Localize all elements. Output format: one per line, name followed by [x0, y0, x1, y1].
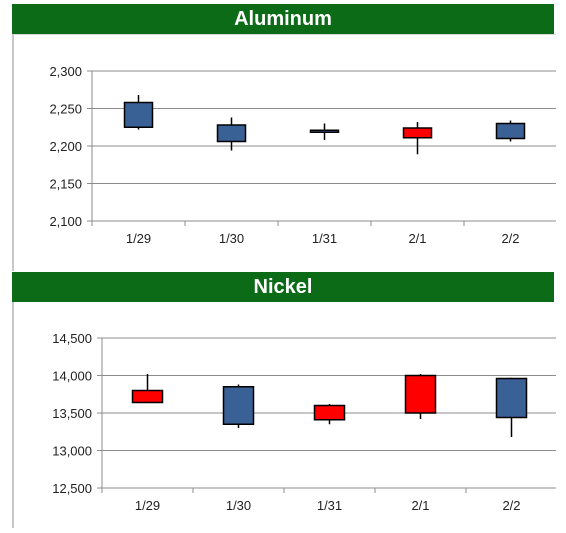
y-tick-label: 2,100	[49, 214, 82, 229]
y-tick-label: 13,000	[52, 444, 92, 459]
x-tick-label: 1/29	[135, 498, 160, 513]
candle-body	[495, 377, 528, 419]
candle-body	[216, 124, 247, 143]
candle-body	[309, 129, 340, 133]
candle-body	[131, 389, 164, 404]
candle-body	[495, 122, 526, 140]
x-tick-label: 2/1	[408, 231, 426, 246]
x-tick-label: 2/1	[411, 498, 429, 513]
x-tick-label: 1/29	[126, 231, 151, 246]
y-tick-label: 2,150	[49, 177, 82, 192]
y-tick-label: 2,300	[49, 64, 82, 79]
x-tick-label: 2/2	[501, 231, 519, 246]
y-tick-label: 14,000	[52, 369, 92, 384]
y-tick-label: 13,500	[52, 406, 92, 421]
candle-body	[313, 404, 346, 421]
aluminum-chart-panel: 2,100 2,150 2,200 2,250 2,300 1/29 1/30 1/31 2/1…	[12, 34, 556, 271]
aluminum-chart-title: Aluminum	[12, 4, 554, 34]
x-tick-label: 1/31	[317, 498, 342, 513]
nickel-chart-title: Nickel	[12, 272, 554, 302]
candle-body	[404, 374, 437, 414]
x-tick-label: 1/30	[226, 498, 251, 513]
y-tick-label: 12,500	[52, 481, 92, 496]
candle-body	[123, 101, 154, 128]
nickel-candlestick-chart: 12,500 13,000 13,500 14,000 14,500 1/29 1/30 1/…	[52, 331, 556, 513]
y-tick-label: 14,500	[52, 331, 92, 346]
y-tick-label: 2,200	[49, 139, 82, 154]
x-tick-label: 2/2	[502, 498, 520, 513]
candle-body	[222, 386, 255, 425]
nickel-chart-panel: 12,500 13,000 13,500 14,000 14,500 1/29 1/30 1/…	[12, 302, 556, 528]
aluminum-candlestick-chart: 2,100 2,150 2,200 2,250 2,300 1/29 1/30 1/31 2/1…	[49, 64, 556, 246]
y-tick-label: 2,250	[49, 102, 82, 117]
candle-body	[402, 127, 433, 139]
x-tick-label: 1/31	[312, 231, 337, 246]
x-tick-label: 1/30	[219, 231, 244, 246]
